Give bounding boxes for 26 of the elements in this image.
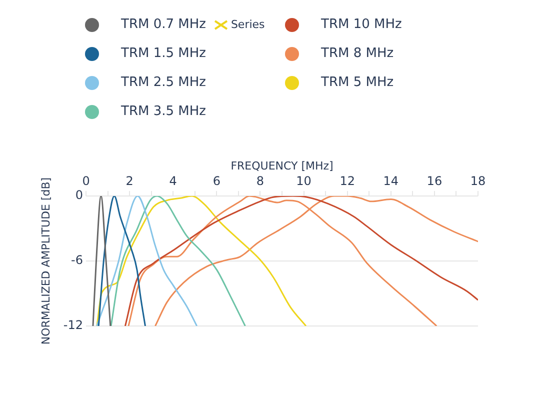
line-series — [96, 196, 198, 326]
legend-label: TRM 8 MHz — [321, 46, 394, 61]
legend-label: Series — [230, 18, 265, 31]
x-tick-label: 10 — [296, 174, 312, 188]
y-axis-title: NORMALIZED AMPLITUDE [dB] — [39, 177, 52, 345]
x-tick-label: 8 — [256, 174, 264, 188]
legend-label: TRM 0.7 MHz — [121, 17, 206, 32]
legend-label: TRM 2.5 MHz — [121, 75, 206, 90]
y-tick-label: -12 — [63, 318, 83, 332]
x-tick-label: 16 — [426, 174, 442, 188]
x-tick-label: 2 — [126, 174, 134, 188]
legend-label: TRM 10 MHz — [321, 17, 402, 32]
x-tick-label: 6 — [212, 174, 220, 188]
x-tick-label: 14 — [383, 174, 399, 188]
legend-label: TRM 1.5 MHz — [121, 46, 206, 61]
legend-label: TRM 5 MHz — [321, 75, 394, 90]
line-series — [110, 196, 246, 326]
x-tick-label: 18 — [470, 174, 486, 188]
x-tick-label: 4 — [169, 174, 177, 188]
y-tick-label: 0 — [75, 188, 83, 202]
legend-label: TRM 3.5 MHz — [121, 104, 206, 119]
x-tick-label: 12 — [340, 174, 355, 188]
line-series — [98, 196, 146, 326]
x-axis-title: FREQUENCY [MHz] — [230, 159, 334, 172]
line-series — [96, 196, 307, 326]
y-tick-label: -6 — [71, 253, 83, 268]
